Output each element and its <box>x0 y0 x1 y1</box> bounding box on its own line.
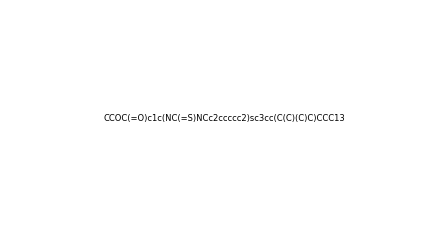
Text: CCOC(=O)c1c(NC(=S)NCc2ccccc2)sc3cc(C(C)(C)C)CCC13: CCOC(=O)c1c(NC(=S)NCc2ccccc2)sc3cc(C(C)(… <box>103 114 345 123</box>
